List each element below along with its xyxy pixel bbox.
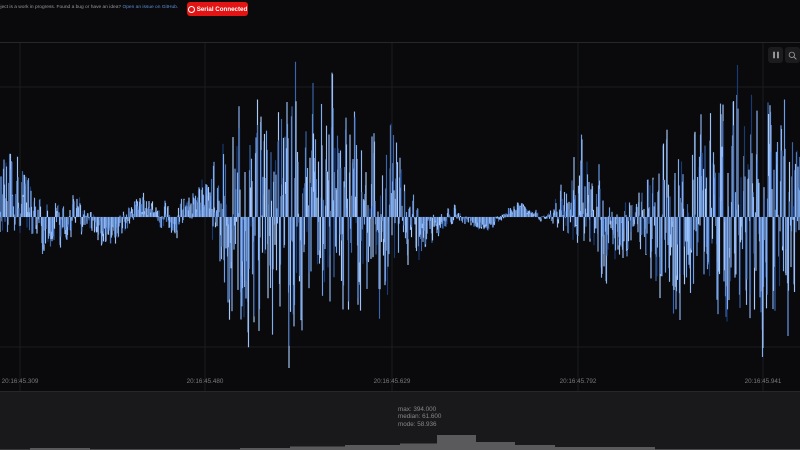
svg-text:20:16:45.309: 20:16:45.309 [2,378,39,385]
svg-text:20:16:45.792: 20:16:45.792 [560,378,597,385]
svg-text:20:16:45.941: 20:16:45.941 [745,378,782,385]
svg-text:20:16:45.629: 20:16:45.629 [374,378,411,385]
svg-text:20:16:45.480: 20:16:45.480 [187,378,224,385]
